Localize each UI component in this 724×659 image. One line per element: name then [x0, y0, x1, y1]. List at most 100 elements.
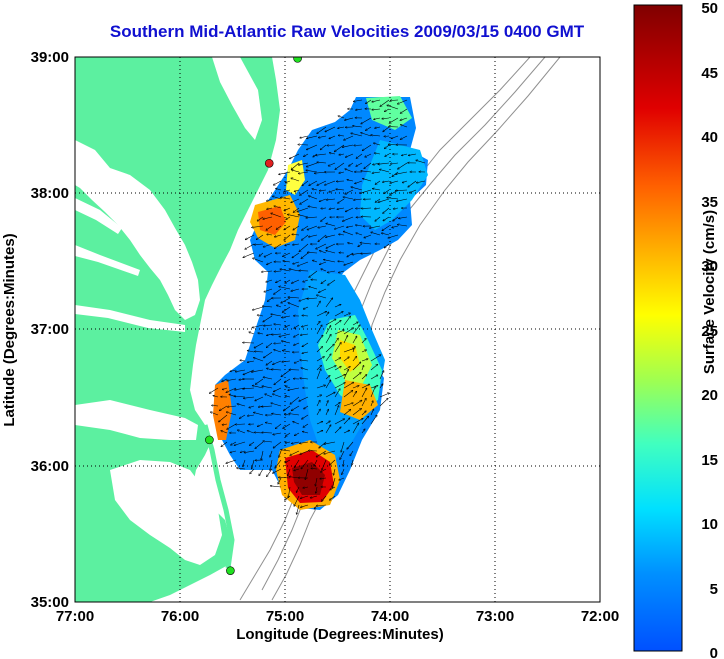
velocity-arrow — [290, 396, 300, 404]
velocity-arrow — [370, 401, 373, 407]
velocity-arrow — [274, 243, 282, 249]
velocity-arrow — [257, 216, 264, 221]
velocity-arrow — [343, 197, 354, 200]
velocity-arrow — [334, 419, 345, 425]
velocity-arrow — [334, 320, 341, 326]
velocity-arrow — [247, 415, 255, 416]
velocity-arrow — [416, 180, 426, 183]
velocity-arrow — [291, 441, 300, 444]
velocity-arrow — [264, 252, 273, 257]
velocity-arrow — [222, 378, 228, 382]
velocity-arrow — [252, 459, 255, 469]
velocity-arrow — [231, 441, 237, 445]
velocity-arrow — [334, 366, 341, 371]
velocity-arrow — [308, 206, 318, 209]
velocity-arrow — [291, 288, 300, 291]
velocity-arrow — [274, 271, 282, 272]
velocity-arrow — [385, 153, 390, 157]
velocity-arrow — [293, 207, 300, 213]
velocity-arrow — [375, 180, 381, 185]
velocity-arrow — [317, 162, 327, 163]
velocity-arrow — [398, 216, 408, 218]
velocity-arrow — [309, 180, 318, 186]
velocity-arrow — [285, 459, 291, 463]
velocity-arrow — [387, 105, 399, 110]
velocity-arrow — [274, 206, 282, 209]
velocity-arrow — [294, 324, 300, 328]
velocity-arrow — [316, 486, 317, 493]
velocity-arrow — [344, 135, 354, 140]
velocity-arrow — [301, 459, 309, 469]
velocity-arrow — [316, 421, 323, 425]
velocity-arrow — [325, 421, 330, 425]
velocity-arrow — [258, 333, 264, 334]
colorbar-tick-label: 40 — [701, 129, 718, 146]
velocity-arrow — [325, 344, 334, 353]
velocity-arrow — [212, 405, 219, 406]
velocity-arrow — [342, 468, 345, 475]
velocity-arrow — [316, 335, 323, 344]
velocity-arrow — [315, 477, 318, 486]
velocity-arrow — [273, 180, 282, 185]
velocity-arrow — [293, 225, 300, 230]
velocity-arrow — [343, 369, 349, 380]
velocity-arrow — [301, 252, 309, 259]
velocity-arrow — [294, 190, 300, 191]
velocity-arrow — [252, 306, 264, 310]
velocity-arrow — [328, 162, 336, 166]
velocity-arrow — [320, 478, 327, 479]
velocity-arrow — [390, 100, 399, 101]
velocity-arrow — [307, 225, 318, 230]
velocity-arrow — [352, 391, 357, 398]
colorbar-tick-label: 0 — [710, 645, 718, 659]
velocity-arrow — [303, 279, 309, 282]
velocity-arrow — [324, 441, 336, 444]
velocity-arrow — [325, 392, 335, 398]
velocity-arrow — [252, 324, 264, 328]
velocity-arrow — [321, 279, 327, 284]
velocity-arrow — [306, 144, 318, 150]
velocity-arrow — [280, 269, 291, 272]
velocity-arrow — [408, 153, 417, 155]
velocity-arrow — [345, 207, 354, 212]
velocity-arrow — [296, 486, 300, 493]
velocity-arrow — [304, 405, 309, 409]
velocity-arrow — [285, 386, 291, 389]
velocity-arrow — [274, 288, 282, 294]
velocity-arrow — [275, 459, 282, 468]
colorbar-tick-label: 20 — [701, 387, 718, 404]
velocity-arrow — [263, 325, 273, 326]
velocity-arrow — [275, 279, 282, 283]
velocity-arrow — [227, 378, 237, 381]
velocity-arrow — [289, 414, 300, 416]
velocity-arrow — [352, 322, 358, 326]
velocity-arrow — [279, 450, 282, 458]
velocity-arrow — [316, 409, 320, 416]
velocity-arrow — [370, 355, 381, 362]
velocity-arrow — [390, 180, 399, 183]
velocity-arrow — [390, 163, 399, 164]
velocity-arrow — [343, 390, 353, 398]
velocity-arrow — [209, 387, 219, 393]
velocity-arrow — [243, 252, 255, 258]
velocity-arrow — [369, 225, 381, 228]
velocity-arrow — [235, 424, 246, 425]
velocity-arrow — [350, 450, 354, 456]
velocity-arrow — [301, 324, 309, 327]
velocity-arrow — [262, 306, 273, 307]
velocity-arrow — [247, 360, 255, 362]
velocity-arrow — [249, 441, 255, 446]
velocity-arrow — [266, 261, 273, 265]
velocity-arrow — [255, 378, 264, 384]
velocity-arrow — [398, 162, 408, 169]
velocity-arrow — [384, 243, 390, 248]
velocity-arrow — [299, 396, 309, 401]
velocity-arrow — [261, 271, 273, 272]
velocity-arrow — [318, 135, 327, 138]
velocity-arrow — [334, 383, 345, 389]
velocity-arrow — [361, 429, 365, 434]
velocity-arrow — [243, 396, 255, 398]
velocity-arrow — [219, 405, 228, 411]
velocity-arrow — [262, 432, 273, 433]
velocity-arrow — [343, 430, 350, 434]
